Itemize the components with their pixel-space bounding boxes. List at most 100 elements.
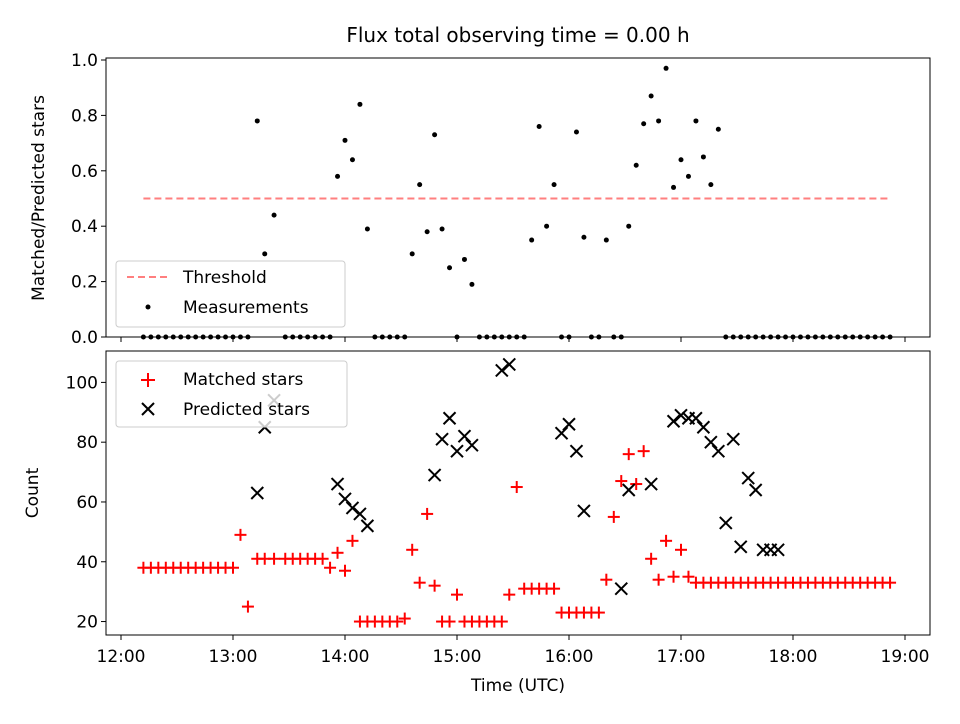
measurement-point [671, 184, 677, 190]
matched-star-point [667, 570, 680, 583]
matched-star-point [324, 561, 337, 574]
measurement-point [603, 237, 609, 243]
measurement-point [633, 162, 639, 168]
matched-star-point [645, 552, 658, 565]
matched-star-point [622, 448, 635, 461]
predicted-star-point [719, 516, 733, 530]
bottom-y-tick-label: 80 [76, 433, 98, 453]
bottom-y-tick-label: 20 [76, 613, 98, 633]
x-tick-label: 13:00 [209, 647, 258, 667]
matched-star-point [682, 570, 695, 583]
measurement-point [551, 182, 557, 188]
predicted-star-point [711, 444, 726, 458]
top-y-tick-label: 0.2 [71, 273, 98, 293]
predicted-star-point [465, 438, 479, 452]
matched-star-point [331, 546, 344, 559]
measurement-point [693, 118, 699, 124]
measurement-point [461, 256, 467, 262]
matched-star-point [660, 534, 673, 547]
top-y-tick-label: 0.8 [71, 106, 98, 126]
matched-star-point [600, 573, 613, 586]
measurement-point [715, 126, 721, 132]
predicted-star-point [360, 519, 375, 533]
top-axes: 0.0 0.2 0.4 0.6 0.8 1.0 Matched/Predicted sta… [29, 51, 931, 348]
x-tick-label: 12:00 [97, 647, 146, 667]
predicted-star-point [666, 414, 681, 428]
predicted-star-point [726, 432, 740, 446]
predicted-star-point [435, 432, 449, 446]
x-tick-label: 16:00 [545, 647, 594, 667]
predicted-star-point [748, 483, 763, 497]
predicted-star-point [330, 477, 345, 491]
measurement-point [626, 223, 632, 229]
matched-star-point [339, 564, 351, 577]
bottom-y-tick-label: 100 [66, 373, 98, 393]
legend-threshold-label: Threshold [182, 268, 267, 288]
matched-star-point [652, 573, 665, 586]
predicted-star-point [577, 504, 591, 518]
matched-star-point [391, 615, 404, 628]
matched-star-point [495, 615, 508, 628]
predicted-star-point [696, 420, 711, 434]
top-y-tick-label: 0.4 [71, 217, 98, 237]
bottom-legend: Matched stars Predicted stars [115, 360, 348, 428]
predicted-star-point [495, 363, 509, 378]
predicted-star-point [338, 492, 352, 506]
legend-matched-swatch [141, 373, 155, 387]
x-tick-label: 19:00 [881, 647, 930, 667]
measurement-point [573, 129, 579, 135]
measurement-point [349, 157, 355, 163]
matched-star-point [884, 576, 897, 589]
matched-star-point [241, 600, 254, 613]
matched-star-point [548, 582, 561, 595]
bottom-legend-box [115, 360, 348, 428]
measurement-point [447, 265, 453, 271]
predicted-star-point [734, 540, 748, 554]
matched-star-point [615, 475, 628, 488]
matched-star-point [510, 481, 523, 494]
matched-star-point [607, 510, 620, 523]
measurement-point [529, 237, 535, 243]
measurement-point [656, 118, 662, 124]
measurement-point [678, 157, 684, 163]
predicted-star-point [614, 581, 628, 596]
top-axes-frame [105, 57, 931, 338]
matched-star-point [406, 543, 419, 556]
predicted-star-point [450, 444, 464, 458]
measurement-point [544, 223, 550, 229]
measurement-point [271, 212, 277, 218]
legend-predicted-label: Predicted stars [183, 400, 310, 420]
predicted-star-point [345, 501, 360, 515]
predicted-star-point [502, 357, 516, 372]
predicted-star-point [427, 468, 442, 482]
matched-star-point [451, 588, 463, 601]
bottom-y-tick-label: 40 [76, 553, 98, 573]
predicted-star-point [457, 429, 472, 443]
measurement-point [708, 182, 714, 188]
measurement-point [417, 182, 423, 188]
measurement-point [685, 173, 691, 179]
top-y-tick-label: 1.0 [71, 51, 98, 71]
matched-star-point [503, 588, 516, 601]
measurement-point [262, 251, 268, 257]
predicted-star-point [704, 435, 718, 449]
predicted-star-point [689, 411, 703, 425]
matched-star-point [428, 579, 441, 592]
predicted-star-point [741, 471, 755, 485]
measurement-point [432, 132, 438, 138]
chart-title: Flux total observing time = 0.00 h [346, 23, 689, 47]
matched-star-point [413, 576, 426, 589]
measurement-point [439, 226, 445, 232]
legend-measurements-swatch [145, 304, 151, 310]
legend-measurements-label: Measurements [183, 298, 309, 318]
measurement-point [409, 251, 415, 257]
matched-star-point [227, 561, 239, 574]
measurement-point [663, 65, 669, 71]
top-y-tick-label: 0.0 [71, 328, 98, 348]
measurement-point [469, 281, 475, 287]
matched-star-point [234, 528, 247, 541]
legend-matched-label: Matched stars [183, 370, 303, 390]
measurement-point [641, 121, 647, 127]
measurement-point [700, 154, 706, 160]
